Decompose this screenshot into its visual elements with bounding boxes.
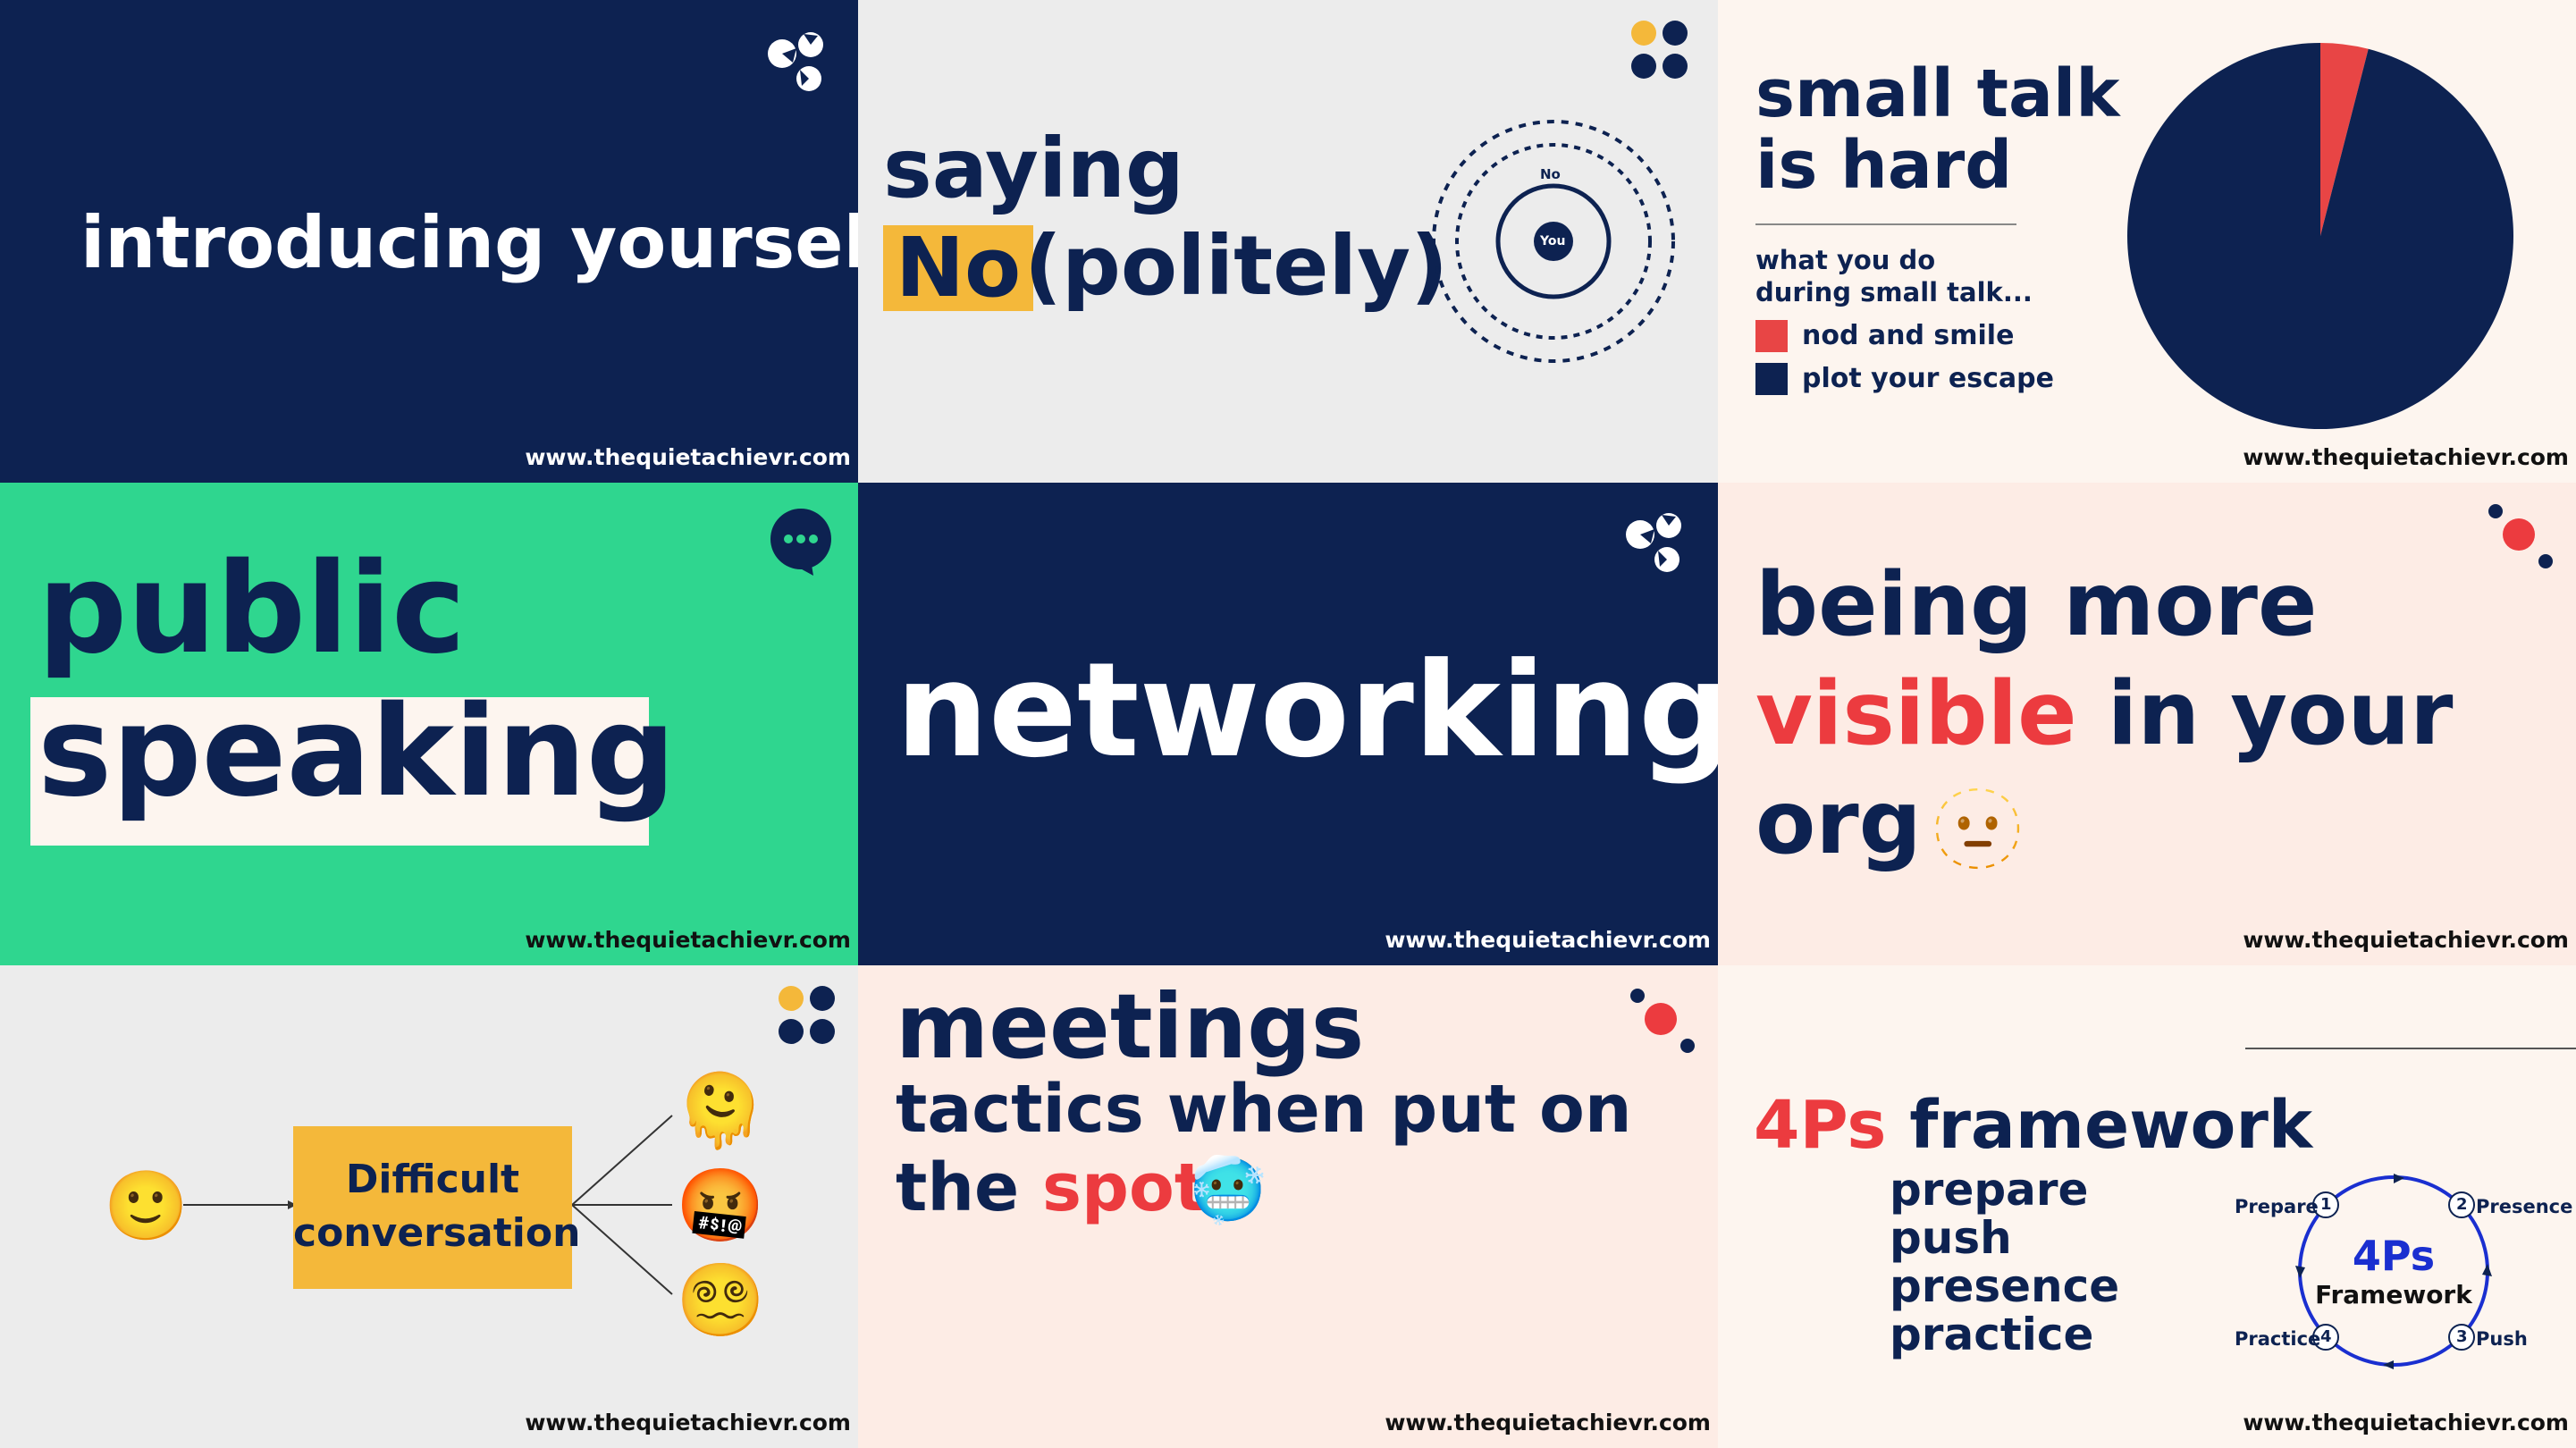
legend-swatch-plot (1755, 363, 1788, 395)
networking-title: networking (896, 635, 1718, 787)
tile-saying-no: saying No (politely) No You (858, 0, 1718, 483)
site-url: www.thequietachievr.com (2243, 927, 2569, 953)
speaking-text: speaking (38, 679, 676, 825)
tile-public-speaking: public speaking www.thequietachievr.com (0, 483, 858, 965)
smile-emoji: 🙂 (104, 1166, 189, 1245)
tile-introducing-yourself: introducing yourself www.thequietachievr… (0, 0, 858, 483)
site-url: www.thequietachievr.com (2243, 444, 2569, 470)
share-icon (764, 27, 829, 98)
chat-bubble-icon (767, 508, 835, 576)
no-highlight: No (883, 225, 1034, 311)
tile-difficult-conversation: 🙂 Difficult conversation 🫠 🤬 😵‍💫 www.the… (0, 965, 858, 1448)
public-text: public (38, 536, 467, 682)
site-url: www.thequietachievr.com (525, 927, 851, 953)
dots-accent-icon (2487, 502, 2558, 574)
speaking-highlight (30, 697, 649, 846)
cold-face-emoji: 🥶 (1189, 1153, 1267, 1226)
node-num-1: 1 (2320, 1195, 2332, 1214)
small-talk-title-1: small talk (1755, 55, 2120, 132)
node-num-2: 2 (2456, 1195, 2468, 1214)
site-url: www.thequietachievr.com (525, 444, 851, 470)
pie-chart (2127, 43, 2513, 429)
legend-label-nod: nod and smile (1802, 320, 2015, 351)
diagram-inner-label: You (1540, 234, 1566, 248)
site-url: www.thequietachievr.com (1385, 927, 1711, 953)
meetings-line-2: tactics when put on (896, 1071, 1632, 1148)
site-url: www.thequietachievr.com (2243, 1410, 2569, 1435)
caption-line-1: what you do (1755, 245, 1936, 275)
pie-slice-nod-and-smile (2320, 43, 2369, 236)
item-prepare: prepare (1890, 1164, 2089, 1216)
item-practice: practice (1890, 1309, 2094, 1360)
legend-swatch-nod (1755, 320, 1788, 352)
tile-being-visible: being more visible in your org 🫥 www.the… (1718, 483, 2576, 965)
site-url: www.thequietachievr.com (525, 1410, 851, 1435)
circles-diagram: No You (1428, 116, 1679, 366)
fourps-title-rest: framework (1886, 1087, 2313, 1164)
meetings-title: meetings (896, 974, 1365, 1079)
visible-highlight: visible (1755, 663, 2077, 765)
legend-label-plot: plot your escape (1802, 363, 2054, 394)
diagram-center-2: Framework (2315, 1280, 2472, 1309)
node-label-presence: Presence (2476, 1196, 2573, 1217)
politely-text: (politely) (1024, 218, 1449, 314)
tile-small-talk: small talk is hard what you do during sm… (1718, 0, 2576, 483)
visible-rest: in your (2076, 663, 2454, 765)
visible-line-3: org (1755, 772, 1922, 874)
node-label-push: Push (2476, 1328, 2528, 1350)
divider (1755, 223, 2016, 225)
node-label-prepare: Prepare (2235, 1196, 2319, 1217)
small-talk-title-2: is hard (1755, 127, 2013, 204)
meetings-the: the (896, 1149, 1043, 1226)
item-presence: presence (1890, 1260, 2120, 1312)
node-num-4: 4 (2320, 1327, 2332, 1346)
fourps-title-red: 4Ps (1754, 1087, 1887, 1164)
node-label-practice: Practice (2235, 1328, 2321, 1350)
fourps-title: 4Ps framework (1754, 1087, 2312, 1164)
share-icon (1622, 508, 1687, 579)
site-url: www.thequietachievr.com (1385, 1410, 1711, 1435)
diagram-center-1: 4Ps (2352, 1232, 2436, 1280)
flow-arrows (183, 1115, 673, 1295)
pie-slice-plot-your-escape (2127, 43, 2513, 429)
visible-line-1: being more (1755, 554, 2318, 656)
node-num-3: 3 (2456, 1327, 2468, 1346)
tile-4ps-framework: 4Ps framework prepare push presence prac… (1718, 965, 2576, 1448)
diagram-outer-label: No (1540, 166, 1561, 182)
dizzy-emoji: 😵‍💫 (676, 1259, 765, 1342)
caption-line-2: during small talk... (1755, 277, 2033, 307)
difficult-box (293, 1126, 572, 1289)
top-rule (2245, 1048, 2576, 1049)
melting-emoji: 🫠 (676, 1069, 765, 1152)
tile-title: introducing yourself (80, 201, 858, 284)
box-line-1: Difficult (345, 1157, 520, 1202)
dots-icon (1629, 20, 1700, 82)
item-push: push (1890, 1212, 2012, 1264)
cursing-emoji: 🤬 (676, 1164, 765, 1247)
tile-networking: networking www.thequietachievr.com (858, 483, 1718, 965)
meetings-spot: spot (1042, 1149, 1207, 1226)
meetings-line-3: the spot (896, 1149, 1206, 1226)
dots-accent-icon (1629, 987, 1700, 1058)
dotted-face-emoji: 🫥 (1929, 783, 2027, 875)
tile-meetings: meetings tactics when put on the spot 🥶 … (858, 965, 1718, 1448)
visible-line-2: visible in your (1755, 663, 2454, 765)
cycle-diagram: 1 2 3 4 Prepare Presence Push Practice 4… (2215, 1158, 2576, 1373)
dots-icon (776, 985, 847, 1048)
box-line-2: conversation (293, 1210, 581, 1256)
saying-line: saying (883, 121, 1184, 216)
